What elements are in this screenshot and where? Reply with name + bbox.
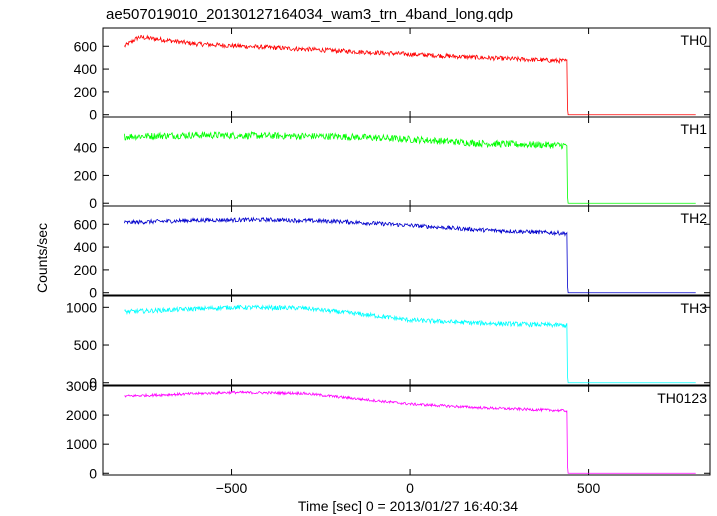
x-tick-label: 500 — [577, 480, 601, 496]
y-tick-label: 0 — [89, 465, 97, 481]
y-axis-label: Counts/sec — [34, 223, 50, 293]
panel-label: TH1 — [681, 121, 708, 137]
panel-label: TH2 — [681, 210, 708, 226]
y-tick-label: 1000 — [66, 299, 97, 315]
panel-label: TH0 — [681, 32, 708, 48]
y-tick-label: 2000 — [66, 407, 97, 423]
y-tick-label: 500 — [74, 337, 98, 353]
panel-frame — [102, 116, 711, 207]
y-tick-label: 600 — [74, 216, 98, 232]
chart-title: ae507019010_20130127164034_wam3_trn_4ban… — [106, 6, 513, 23]
series-line-th2 — [124, 216, 696, 294]
series-line-th1 — [124, 130, 696, 204]
y-tick-label: 200 — [74, 262, 98, 278]
y-tick-label: 1000 — [66, 436, 97, 452]
y-tick-label: 400 — [74, 140, 98, 156]
series-line-th0 — [124, 34, 696, 116]
panel-frame — [102, 27, 711, 118]
series-line-th3 — [124, 304, 696, 384]
panel-frame — [102, 295, 711, 386]
x-tick-label: 0 — [406, 480, 414, 496]
panel-label: TH3 — [681, 300, 708, 316]
y-tick-label: 400 — [74, 61, 98, 77]
panel-label: TH0123 — [657, 390, 707, 406]
y-tick-label: 600 — [74, 38, 98, 54]
y-tick-label: 0 — [89, 107, 97, 123]
y-tick-label: 400 — [74, 239, 98, 255]
x-axis-label: Time [sec] 0 = 2013/01/27 16:40:34 — [298, 498, 518, 514]
y-tick-label: 0 — [89, 375, 97, 391]
panels-group: 0 200 400 600 TH0 0 200 400 TH1 0 200 400 600 TH2 0 500… — [66, 27, 711, 496]
x-tick-label: −500 — [216, 480, 248, 496]
panel-frame — [102, 205, 711, 296]
y-tick-label: 3000 — [66, 378, 97, 394]
series-line-th0123 — [124, 390, 696, 474]
y-tick-label: 200 — [74, 167, 98, 183]
y-tick-label: 0 — [89, 285, 97, 301]
y-tick-label: 0 — [89, 195, 97, 211]
y-tick-label: 200 — [74, 84, 98, 100]
panel-frame — [102, 385, 711, 476]
